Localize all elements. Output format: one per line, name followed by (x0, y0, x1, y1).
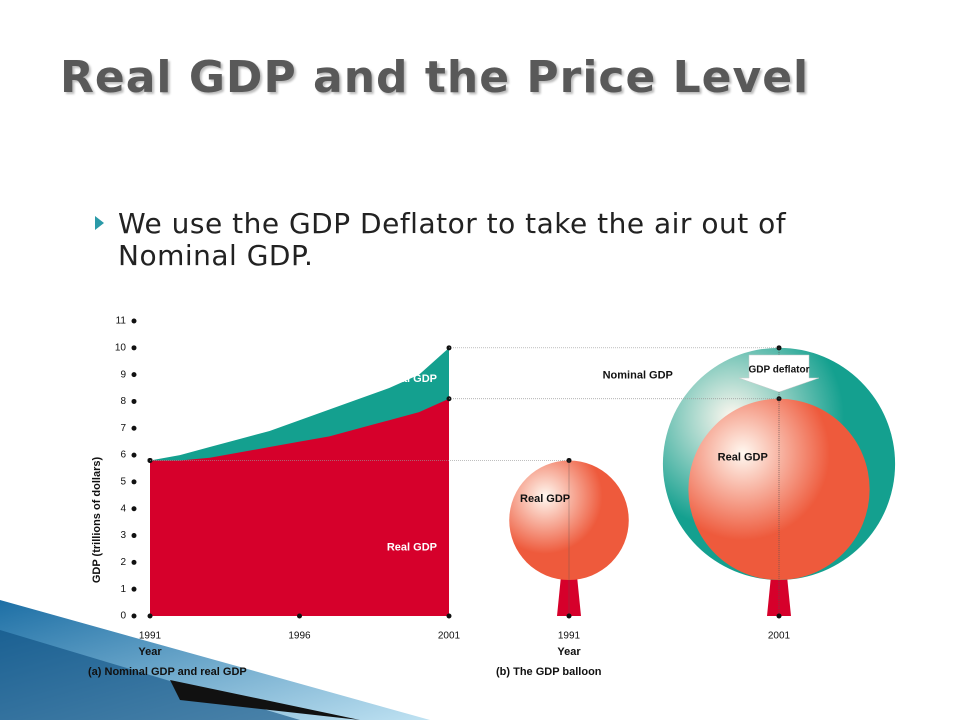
y-tick-label: 3 (120, 530, 126, 541)
deflator-arrow (738, 354, 820, 393)
x-tick-label: 1991 (139, 631, 162, 642)
x-tick-dot (446, 613, 452, 619)
y-tick-label: 9 (120, 369, 126, 380)
y-tick-dot (131, 506, 137, 512)
y-tick-label: 4 (120, 503, 126, 514)
area (150, 398, 449, 616)
y-tick-label: 11 (116, 316, 127, 327)
wedge (170, 680, 360, 720)
y-tick-dot (131, 398, 137, 404)
x-tick-label: 1991 (558, 631, 581, 642)
y-tick-dot (131, 479, 137, 485)
y-tick-label: 6 (120, 450, 126, 461)
y-tick-dot (131, 372, 137, 378)
y-tick-label: 1 (120, 584, 126, 595)
y-tick-label: 10 (115, 342, 127, 353)
bullet-arrow (95, 216, 104, 230)
balloon (688, 398, 870, 580)
balloon-label: Nominal GDP (603, 370, 673, 382)
balloon-stem (557, 576, 581, 616)
x-axis-label: Year (138, 646, 162, 658)
x-tick-label: 1996 (288, 631, 311, 642)
y-tick-dot (131, 533, 137, 539)
x-tick-dot (147, 613, 153, 619)
y-tick-dot (131, 345, 137, 351)
balloon-label: Real GDP (718, 452, 768, 464)
y-tick-dot (131, 452, 137, 458)
area-label: Real GDP (387, 541, 437, 553)
x-dot (776, 613, 782, 619)
chart-caption: (a) Nominal GDP and real GDP (88, 666, 247, 678)
chart-caption: (b) The GDP balloon (496, 666, 602, 678)
x-tick-label: 2001 (768, 631, 791, 642)
y-tick-label: 5 (120, 477, 126, 488)
y-tick-label: 7 (120, 423, 126, 434)
y-axis-label: GDP (trillions of dollars) (91, 457, 103, 584)
y-tick-label: 0 (120, 611, 126, 622)
balloon (509, 460, 629, 580)
y-tick-label: 8 (120, 396, 126, 407)
bullet-text: We use the GDP Deflator to take the air … (118, 207, 787, 272)
x-tick-dot (297, 613, 302, 619)
balloon-label: Real GDP (520, 493, 570, 505)
annotation: GDP deflator (749, 365, 810, 376)
x-tick-label: 2001 (438, 631, 461, 642)
y-tick-dot (131, 318, 137, 324)
y-tick-dot (131, 586, 137, 592)
y-tick-dot (131, 559, 137, 565)
area-label: Nominal GDP (367, 373, 437, 385)
y-tick-dot (131, 425, 137, 431)
x-dot (566, 613, 572, 619)
slide-title: Real GDP and the Price Level (60, 52, 810, 103)
y-tick-label: 2 (120, 557, 126, 568)
y-tick-dot (131, 613, 137, 619)
x-axis-label: Year (557, 646, 581, 658)
